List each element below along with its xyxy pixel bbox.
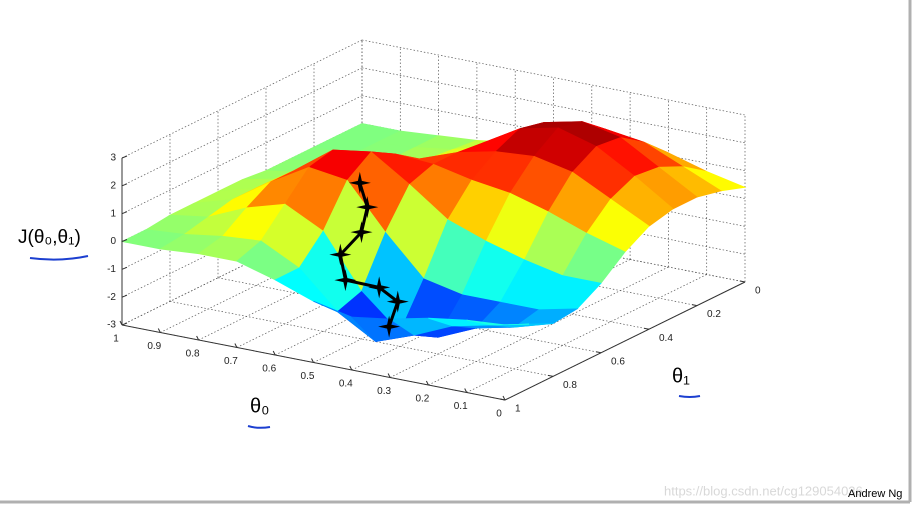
tick-mark bbox=[119, 320, 123, 326]
underline bbox=[29, 255, 89, 261]
y-tick-label: 0.8 bbox=[563, 380, 577, 391]
descent-step bbox=[356, 196, 379, 219]
underline bbox=[678, 395, 701, 398]
tick-mark bbox=[196, 335, 200, 341]
surface bbox=[120, 121, 747, 342]
grid-line bbox=[121, 67, 363, 187]
descent-step bbox=[378, 315, 401, 338]
tick-mark bbox=[121, 266, 128, 270]
tick-mark bbox=[311, 358, 314, 363]
z-axis-label: J(θ₀,θ₁) bbox=[18, 227, 81, 248]
tick-mark bbox=[234, 343, 238, 348]
grid-line bbox=[121, 39, 363, 159]
surface-patch bbox=[466, 319, 530, 326]
x-tick-label: 1 bbox=[113, 334, 119, 345]
tick-mark bbox=[121, 239, 128, 242]
credit: Andrew Ng bbox=[848, 488, 902, 500]
x-tick-label: 0.6 bbox=[262, 364, 276, 375]
y-tick-label: 0.2 bbox=[707, 309, 721, 320]
z-tick-label: 0 bbox=[110, 236, 116, 247]
x-tick-label: 0.8 bbox=[186, 349, 200, 360]
y-axis-label: θ₁ bbox=[672, 365, 690, 387]
descent-step bbox=[334, 269, 357, 292]
x-tick-label: 0.5 bbox=[301, 371, 315, 382]
tick-mark bbox=[502, 395, 506, 401]
tick-mark bbox=[121, 183, 128, 187]
descent-step bbox=[329, 243, 352, 266]
x-tick-label: 0.4 bbox=[339, 379, 353, 390]
tick-mark bbox=[547, 374, 554, 377]
descent-step bbox=[350, 221, 373, 244]
x-tick-label: 0.1 bbox=[454, 401, 468, 412]
z-tick-label: 2 bbox=[110, 180, 116, 191]
tick-mark bbox=[691, 304, 698, 307]
tick-mark bbox=[595, 351, 602, 354]
tick-mark bbox=[464, 388, 468, 393]
grid-line bbox=[121, 95, 363, 214]
tick-mark bbox=[643, 327, 650, 330]
tick-mark bbox=[387, 373, 391, 378]
watermark: https://blog.csdn.net/cg129054036 bbox=[664, 483, 863, 498]
tick-mark bbox=[272, 350, 276, 356]
x-tick-label: 0 bbox=[496, 409, 502, 420]
descent-step bbox=[348, 171, 371, 194]
descent-step bbox=[386, 290, 409, 313]
y-tick-label: 0.6 bbox=[611, 356, 625, 367]
axes-front: -3 -2 -1 0 1 2 3 0 0.1 0.2 0.3 0.4 0.5 0.6 0.7 0.8 0.9 1 0… bbox=[107, 153, 761, 420]
tick-mark bbox=[499, 398, 506, 401]
tick-mark bbox=[121, 211, 128, 215]
x-tick-label: 0.7 bbox=[224, 356, 238, 367]
x-tick-label: 0.3 bbox=[377, 386, 391, 397]
x-axis-label: θ₀ bbox=[250, 395, 269, 417]
tick-mark bbox=[121, 322, 128, 326]
tick-mark bbox=[425, 380, 429, 386]
z-tick-label: -1 bbox=[107, 264, 116, 275]
tick-mark bbox=[739, 280, 746, 283]
tick-mark bbox=[157, 328, 161, 333]
tick-mark bbox=[121, 294, 128, 298]
z-tick-label: -2 bbox=[107, 292, 116, 303]
grid-line bbox=[466, 274, 707, 393]
axis-line bbox=[504, 281, 746, 401]
z-tick-label: 1 bbox=[110, 208, 116, 219]
tick-mark bbox=[121, 155, 128, 159]
underline bbox=[247, 425, 271, 429]
y-tick-label: 0.4 bbox=[659, 333, 673, 344]
x-tick-label: 0.9 bbox=[147, 341, 161, 352]
z-tick-label: 3 bbox=[110, 153, 116, 164]
descent-step bbox=[368, 276, 391, 299]
grid-line bbox=[121, 206, 363, 326]
x-tick-label: 0.2 bbox=[415, 394, 429, 405]
y-tick-label: 1 bbox=[515, 404, 521, 415]
y-tick-label: 0 bbox=[755, 286, 761, 297]
tick-mark bbox=[349, 365, 353, 371]
z-tick-label: -3 bbox=[107, 320, 116, 331]
grid-line bbox=[428, 266, 669, 386]
